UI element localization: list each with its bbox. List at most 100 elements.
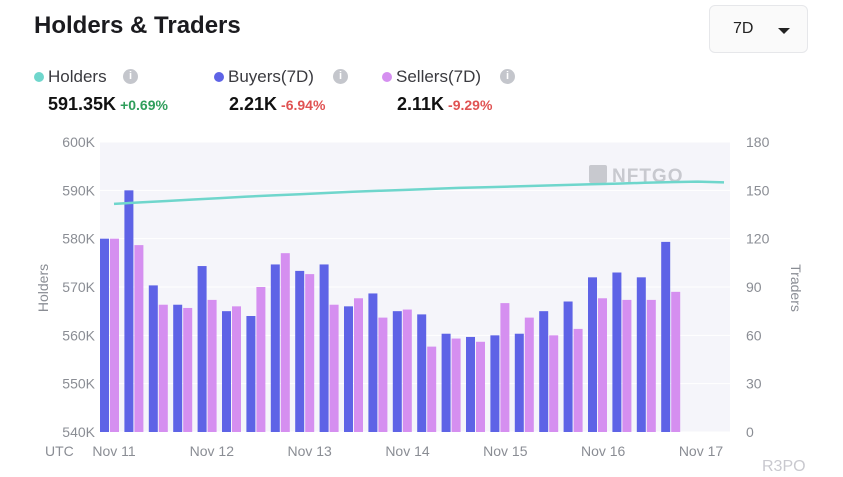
right-tick-label: 120 [746, 231, 770, 247]
sellers-bar [549, 335, 559, 432]
buyers-bar [612, 272, 622, 432]
sellers-bar [500, 303, 510, 432]
sellers-bar [280, 253, 290, 432]
left-tick-label: 560K [62, 327, 95, 343]
left-axis-title: Holders [35, 264, 51, 312]
buyers-bar [466, 336, 475, 432]
legend-buyers-label: Buyers(7D) [228, 67, 314, 86]
sellers-bar [158, 304, 168, 432]
right-tick-label: 180 [746, 134, 770, 150]
sellers-bar [354, 298, 363, 432]
buyers-bar [173, 304, 183, 432]
buyers-bar [417, 314, 427, 432]
chart-title: Holders & Traders [34, 12, 241, 39]
right-tick-label: 150 [746, 182, 770, 198]
buyers-bar [319, 264, 329, 432]
buyers-bar [270, 264, 280, 432]
buyers-bar [222, 311, 231, 432]
sellers-bar [110, 238, 119, 432]
buyers-bar [563, 301, 573, 432]
left-tick-label: 580K [62, 231, 95, 247]
buyers-bar [148, 285, 158, 432]
buyers-value: 2.21K [229, 94, 278, 114]
sellers-bar [671, 291, 681, 432]
sellers-bar [378, 317, 388, 432]
time-range-select[interactable]: 7D [709, 5, 808, 53]
x-tick-label: Nov 15 [483, 443, 528, 459]
sellers-bar [524, 317, 534, 432]
sellers-bar [134, 245, 144, 432]
x-tick-label: Nov 16 [581, 443, 626, 459]
sellers-bar [402, 309, 412, 432]
buyers-bar [392, 311, 402, 432]
holders-dot [34, 72, 44, 82]
sellers-value: 2.11K [397, 94, 445, 114]
right-axis-ticks: 180 150 120 90 60 30 0 [746, 134, 770, 440]
sellers-bar [183, 307, 193, 432]
x-tick-label: Nov 17 [679, 443, 724, 459]
sellers-bar [573, 328, 583, 432]
info-icon[interactable]: i [500, 69, 515, 84]
corner-mark: R3PO [762, 458, 806, 475]
buyers-change: -6.94% [281, 97, 326, 113]
x-axis-ticks: Nov 11 Nov 12 Nov 13 Nov 14 Nov 15 Nov 16 Nov … [92, 443, 723, 459]
buyers-bar [344, 306, 353, 432]
info-icon[interactable]: i [123, 69, 138, 84]
buyers-bar [490, 335, 500, 432]
left-tick-label: 590K [62, 182, 95, 198]
buyers-bar [514, 333, 524, 432]
left-tick-label: 570K [62, 279, 95, 295]
x-tick-label: Nov 14 [385, 443, 430, 459]
right-tick-label: 60 [746, 327, 762, 343]
holders-value: 591.35K [48, 94, 117, 114]
sellers-stat: 2.11K -9.29% [397, 94, 492, 115]
holders-change: +0.69% [120, 97, 168, 113]
buyers-bar [661, 241, 671, 432]
holders-stat: 591.35K +0.69% [48, 94, 168, 115]
sellers-bar [207, 299, 217, 432]
time-range-value: 7D [733, 20, 754, 37]
buyers-bar [246, 316, 256, 432]
sellers-bar [646, 299, 656, 432]
right-tick-label: 30 [746, 376, 762, 392]
buyers-bar [124, 190, 134, 432]
right-axis-title: Traders [788, 264, 804, 312]
x-tick-label: Nov 11 [92, 443, 136, 459]
sellers-bar [598, 298, 607, 432]
buyers-bar [588, 277, 597, 432]
info-icon[interactable]: i [333, 69, 348, 84]
holders-line [113, 180, 725, 206]
sellers-bar [476, 341, 485, 432]
left-tick-label: 600K [62, 134, 95, 150]
chevron-down-icon [778, 28, 790, 34]
sellers-bar [256, 287, 266, 432]
right-tick-label: 90 [746, 279, 762, 295]
sellers-bar [232, 306, 241, 432]
sellers-bar [622, 299, 632, 432]
nftgo-logo-icon [589, 165, 607, 183]
buyers-dot [214, 72, 224, 82]
buyers-bar [441, 333, 451, 432]
left-tick-label: 550K [62, 376, 95, 392]
sellers-bar [451, 338, 461, 432]
sellers-bar [329, 304, 339, 432]
buyers-bar [636, 277, 646, 432]
left-tick-label: 540K [62, 424, 95, 440]
buyers-bar [539, 311, 549, 432]
legend-sellers-label: Sellers(7D) [396, 67, 482, 86]
bars-group [100, 190, 681, 432]
sellers-bar [305, 274, 315, 432]
x-tick-label: Nov 12 [190, 443, 235, 459]
buyers-bar [368, 293, 378, 432]
timezone-label: UTC [45, 443, 74, 459]
holders-line-group [113, 180, 725, 206]
sellers-bar [427, 346, 437, 432]
buyers-bar [295, 270, 305, 432]
buyers-bar [100, 238, 109, 432]
sellers-change: -9.29% [448, 97, 493, 113]
buyers-bar [197, 266, 207, 432]
left-axis-ticks: 600K 590K 580K 570K 560K 550K 540K [62, 134, 95, 440]
x-tick-label: Nov 13 [287, 443, 332, 459]
